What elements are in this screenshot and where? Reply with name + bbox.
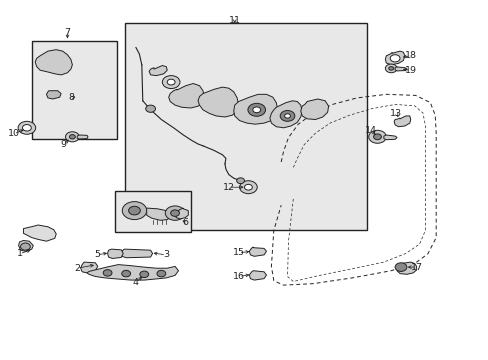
Text: 5: 5: [94, 251, 100, 259]
Bar: [32, 41, 117, 139]
Circle shape: [157, 270, 165, 277]
Circle shape: [394, 263, 406, 271]
Polygon shape: [121, 249, 152, 258]
Text: 17: 17: [410, 263, 422, 271]
Polygon shape: [46, 91, 61, 99]
Polygon shape: [149, 66, 167, 76]
Text: 14: 14: [364, 126, 376, 135]
Polygon shape: [146, 208, 170, 220]
Circle shape: [22, 125, 31, 131]
Polygon shape: [396, 262, 416, 274]
Text: 12: 12: [223, 183, 234, 192]
Circle shape: [284, 114, 290, 118]
Circle shape: [244, 184, 252, 190]
Circle shape: [247, 103, 265, 116]
Circle shape: [140, 271, 148, 278]
Polygon shape: [394, 67, 406, 71]
Circle shape: [122, 270, 130, 277]
Polygon shape: [249, 271, 266, 280]
Polygon shape: [168, 84, 204, 108]
Circle shape: [239, 181, 257, 194]
Circle shape: [65, 132, 79, 142]
Circle shape: [69, 135, 75, 139]
Text: 1: 1: [17, 249, 22, 258]
Text: 10: 10: [8, 129, 20, 138]
Circle shape: [145, 105, 155, 112]
Text: 9: 9: [61, 140, 66, 149]
Circle shape: [170, 210, 179, 216]
Polygon shape: [385, 51, 404, 65]
Polygon shape: [393, 116, 410, 127]
Text: 15: 15: [232, 248, 244, 257]
Circle shape: [388, 67, 393, 70]
Circle shape: [368, 130, 386, 143]
Circle shape: [167, 79, 175, 85]
Polygon shape: [77, 135, 88, 139]
Circle shape: [103, 270, 112, 276]
Text: 13: 13: [389, 109, 401, 118]
Circle shape: [236, 178, 244, 184]
Text: 3: 3: [163, 251, 169, 259]
Circle shape: [18, 121, 36, 134]
Text: 7: 7: [64, 28, 70, 37]
Circle shape: [20, 243, 30, 250]
Polygon shape: [176, 208, 188, 219]
Polygon shape: [23, 225, 56, 241]
Polygon shape: [249, 247, 266, 256]
Circle shape: [373, 134, 381, 140]
Text: 2: 2: [74, 264, 80, 273]
Text: 18: 18: [404, 51, 416, 60]
Text: 6: 6: [183, 217, 188, 227]
Polygon shape: [383, 135, 396, 140]
Polygon shape: [300, 99, 328, 120]
Circle shape: [385, 64, 396, 73]
Circle shape: [389, 55, 399, 62]
Polygon shape: [198, 87, 238, 117]
Circle shape: [280, 111, 294, 121]
Circle shape: [252, 107, 260, 113]
Circle shape: [122, 202, 146, 220]
Text: 4: 4: [133, 278, 139, 287]
Text: 19: 19: [404, 66, 416, 75]
Polygon shape: [233, 94, 277, 124]
Text: 16: 16: [232, 272, 244, 281]
Bar: [115, 191, 190, 232]
Polygon shape: [35, 50, 72, 75]
Circle shape: [128, 206, 140, 215]
Circle shape: [165, 206, 184, 220]
Bar: [124, 23, 366, 230]
Circle shape: [162, 76, 180, 89]
Text: 11: 11: [228, 16, 240, 25]
Polygon shape: [81, 262, 98, 273]
Text: 8: 8: [68, 94, 74, 102]
Polygon shape: [107, 249, 123, 258]
Polygon shape: [269, 101, 302, 128]
Polygon shape: [87, 265, 178, 280]
Polygon shape: [19, 240, 33, 251]
